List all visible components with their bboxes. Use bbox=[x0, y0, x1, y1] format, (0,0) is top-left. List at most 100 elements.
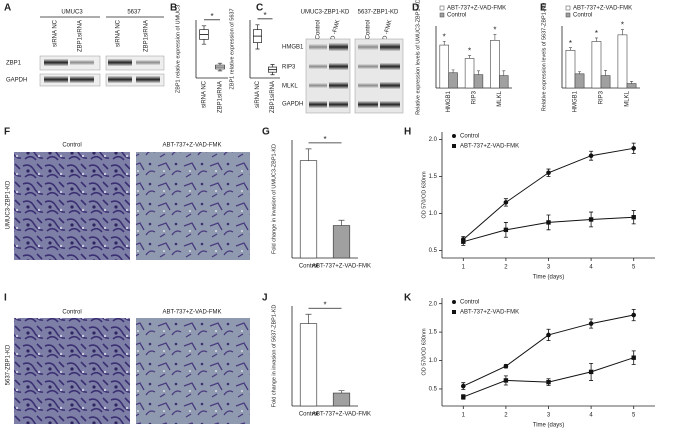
error-bar bbox=[476, 70, 480, 75]
micrograph bbox=[136, 318, 250, 424]
legend-label: ABT-737+Z-VAD-FMK bbox=[460, 310, 519, 316]
bar bbox=[574, 73, 585, 89]
bar bbox=[332, 225, 351, 259]
marker bbox=[631, 312, 636, 318]
lane-label: Control bbox=[316, 20, 322, 39]
lane-label: ZBP1siRNA bbox=[144, 20, 150, 52]
y-tick-label: 1.0 bbox=[429, 211, 438, 217]
marker bbox=[588, 153, 594, 159]
legend-marker bbox=[452, 134, 456, 138]
x-tick-label: ZBP1siRNA bbox=[218, 81, 224, 113]
x-tick-label: 1 bbox=[462, 265, 466, 271]
panel-letter: J bbox=[262, 293, 268, 304]
row-label: ZBP1 bbox=[6, 61, 22, 67]
x-axis-label: Time (days) bbox=[533, 423, 564, 429]
error-bar bbox=[442, 40, 446, 46]
legend-label: ABT-737+Z-VAD-FMK bbox=[573, 6, 632, 12]
panel-letter: H bbox=[404, 127, 411, 138]
bar bbox=[299, 323, 318, 407]
marker bbox=[461, 383, 466, 389]
error-bar bbox=[468, 55, 472, 59]
bar bbox=[499, 75, 509, 89]
image-title: ABT-737+Z-VAD-FMK bbox=[162, 143, 221, 149]
x-tick-label: HMGB1 bbox=[446, 90, 452, 112]
legend-label: Control bbox=[460, 300, 479, 306]
marker bbox=[588, 321, 594, 326]
significance: * bbox=[493, 26, 496, 35]
legend-label: ABT-737+Z-VAD-FMK bbox=[447, 6, 506, 12]
row-label: MLKL bbox=[282, 84, 298, 90]
error-bar bbox=[578, 71, 582, 74]
error-bar bbox=[502, 70, 506, 76]
bar bbox=[626, 83, 637, 89]
significance: * bbox=[569, 39, 572, 48]
x-tick-label: ZBP1siRNA bbox=[270, 81, 276, 113]
blot bbox=[305, 38, 404, 114]
series-line bbox=[463, 314, 634, 387]
micrograph bbox=[14, 152, 130, 260]
panel-letter: B bbox=[170, 3, 177, 14]
marker bbox=[503, 378, 509, 383]
row-label: GAPDH bbox=[6, 78, 27, 84]
x-tick-label: 5 bbox=[632, 413, 636, 419]
bar bbox=[299, 160, 318, 259]
x-tick-label: RIP3 bbox=[472, 90, 478, 104]
significance: * bbox=[468, 47, 471, 56]
blot-group: UMUC3-ZBP1-KD bbox=[301, 10, 350, 16]
x-tick-label: 1 bbox=[462, 413, 466, 419]
panel-letter: I bbox=[4, 293, 7, 304]
panel-letter: F bbox=[4, 127, 10, 138]
x-tick-label: ABT-737+Z-VAD-FMK bbox=[312, 264, 371, 270]
blot bbox=[39, 55, 165, 87]
legend-label: Control bbox=[460, 134, 479, 140]
legend-label: Control bbox=[447, 13, 466, 19]
marker bbox=[503, 363, 509, 369]
x-tick-label: ABT-737+Z-VAD-FMK bbox=[312, 412, 371, 418]
row-label: 5637-ZBP1-KD bbox=[6, 344, 12, 385]
image-title: Control bbox=[62, 143, 81, 149]
image-title: Control bbox=[62, 310, 81, 316]
bar bbox=[600, 75, 611, 89]
y-tick-label: 1.5 bbox=[429, 174, 438, 180]
y-axis-label: OD 570/OD 630nm bbox=[421, 328, 427, 375]
marker bbox=[461, 394, 466, 400]
panel-letter: C bbox=[256, 3, 263, 14]
x-tick-label: 2 bbox=[504, 265, 508, 271]
y-tick-label: 0.5 bbox=[429, 387, 438, 393]
blot-group: UMUC3 bbox=[61, 10, 83, 16]
legend-marker bbox=[565, 12, 571, 18]
y-axis-label: Fold change in invasion of 5637-ZBP1-KD bbox=[271, 305, 277, 408]
x-tick-label: siRNA NC bbox=[255, 80, 261, 108]
lane-label: ZBP1siRNA bbox=[78, 20, 84, 52]
significance: * bbox=[621, 21, 624, 30]
row-label: RIP3 bbox=[282, 65, 296, 71]
marker bbox=[503, 227, 509, 233]
y-axis-label: Relative expression levels of UMUC3-ZBP1… bbox=[415, 0, 421, 115]
lane-label: siRNA NC bbox=[116, 19, 122, 47]
x-tick-label: siRNA NC bbox=[202, 80, 208, 108]
y-axis-label: OD 570/OD 630nm bbox=[421, 171, 427, 218]
legend-marker bbox=[439, 5, 445, 11]
significance: * bbox=[595, 29, 598, 38]
error-bar bbox=[338, 390, 345, 394]
marker bbox=[546, 379, 551, 385]
legend-label: ABT-737+Z-VAD-FMK bbox=[460, 144, 519, 150]
bar bbox=[464, 58, 475, 89]
micrograph bbox=[14, 318, 130, 424]
error-bar bbox=[305, 313, 312, 324]
x-tick-label: 3 bbox=[547, 265, 551, 271]
x-tick-label: 3 bbox=[547, 413, 551, 419]
bar bbox=[490, 40, 500, 89]
x-axis-label: Time (days) bbox=[533, 275, 564, 281]
significance: * bbox=[210, 12, 213, 21]
marker bbox=[588, 369, 594, 375]
legend-marker bbox=[452, 144, 456, 148]
y-tick-label: 1.0 bbox=[429, 358, 438, 364]
marker bbox=[631, 146, 636, 151]
y-axis-label: Fold change in invasion of UMUC3-ZBP1-KD bbox=[271, 144, 277, 254]
legend-marker bbox=[452, 310, 456, 314]
series-line bbox=[463, 357, 634, 398]
y-axis-label: Relative expression levels of 5637-ZBP1-… bbox=[541, 3, 547, 112]
significance: * bbox=[323, 135, 326, 144]
marker bbox=[546, 170, 551, 176]
